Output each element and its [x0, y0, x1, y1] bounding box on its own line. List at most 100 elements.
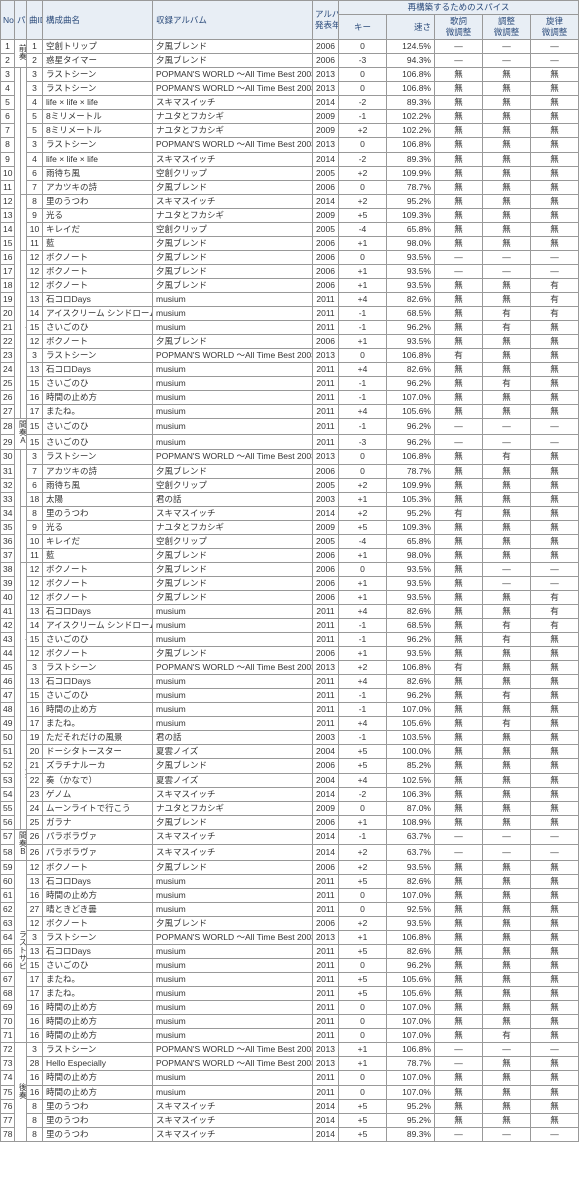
- table-row: 6615さいごのひmusium2011096.2%無無無: [1, 959, 579, 973]
- cell-speed: 95.2%: [387, 1099, 435, 1113]
- cell-sp1: 無: [435, 534, 483, 548]
- cell-no: 39: [1, 576, 15, 590]
- cell-album: musium: [153, 902, 313, 916]
- cell-year: 2006: [313, 548, 339, 562]
- cell-songid: 3: [27, 931, 43, 945]
- cell-speed: 82.6%: [387, 874, 435, 888]
- table-row: 28間奏A15さいごのひmusium2011-196.2%―――: [1, 419, 579, 435]
- cell-songid: 11: [27, 236, 43, 250]
- cell-sp1: 無: [435, 759, 483, 773]
- cell-year: 2013: [313, 349, 339, 363]
- cell-sp3: 無: [531, 363, 579, 377]
- cell-sp2: 無: [483, 1113, 531, 1127]
- table-row: 6717またね。musium2011+5105.6%無無無: [1, 973, 579, 987]
- cell-sp1: 無: [435, 464, 483, 478]
- cell-year: 2006: [313, 815, 339, 829]
- cell-album: 空創クリップ: [153, 166, 313, 180]
- cell-speed: 93.5%: [387, 264, 435, 278]
- cell-no: 63: [1, 916, 15, 930]
- cell-key: 0: [339, 888, 387, 902]
- cell-key: 0: [339, 250, 387, 264]
- cell-sp1: ―: [435, 1043, 483, 1057]
- cell-no: 22: [1, 335, 15, 349]
- table-row: 2115さいごのひmusium2011-196.2%無有無: [1, 321, 579, 335]
- cell-key: +2: [339, 166, 387, 180]
- cell-sp1: 無: [435, 562, 483, 576]
- cell-album: musium: [153, 619, 313, 633]
- cell-speed: 96.2%: [387, 959, 435, 973]
- cell-sp1: ―: [435, 829, 483, 845]
- cell-album: musium: [153, 604, 313, 618]
- cell-year: 2006: [313, 278, 339, 292]
- cell-songid: 13: [27, 945, 43, 959]
- cell-key: +5: [339, 1099, 387, 1113]
- cell-sp3: ―: [531, 562, 579, 576]
- cell-sp2: 無: [483, 661, 531, 675]
- cell-songname: life × life × life: [43, 152, 153, 166]
- cell-sp1: 無: [435, 152, 483, 166]
- cell-sp1: 無: [435, 391, 483, 405]
- cell-key: 0: [339, 902, 387, 916]
- cell-album: 君の話: [153, 731, 313, 745]
- cell-key: +5: [339, 208, 387, 222]
- cell-album: スキマスイッチ: [153, 1099, 313, 1113]
- cell-songid: 17: [27, 405, 43, 419]
- cell-key: -1: [339, 829, 387, 845]
- cell-sp3: 無: [531, 82, 579, 96]
- cell-songid: 10: [27, 222, 43, 236]
- cell-songname: アカツキの詩: [43, 180, 153, 194]
- cell-speed: 82.6%: [387, 945, 435, 959]
- cell-sp1: 無: [435, 82, 483, 96]
- cell-sp2: 有: [483, 717, 531, 731]
- cell-sp2: 無: [483, 335, 531, 349]
- cell-sp1: 無: [435, 689, 483, 703]
- cell-no: 9: [1, 152, 15, 166]
- cell-speed: 107.0%: [387, 391, 435, 405]
- cell-no: 25: [1, 377, 15, 391]
- cell-songname: 雨待ち風: [43, 478, 153, 492]
- cell-songname: 時間の止め方: [43, 703, 153, 717]
- cell-sp3: 無: [531, 166, 579, 180]
- table-row: 4214アイスクリーム シンドロームmusium2011-168.5%無有有: [1, 619, 579, 633]
- cell-sp3: 無: [531, 450, 579, 464]
- cell-songid: 8: [27, 194, 43, 208]
- cell-album: スキマスイッチ: [153, 96, 313, 110]
- cell-songid: 26: [27, 845, 43, 861]
- cell-no: 28: [1, 419, 15, 435]
- cell-sp3: ―: [531, 845, 579, 861]
- table-row: 758ミリメートルナユタとフカシギ2009+2102.2%無無無: [1, 124, 579, 138]
- cell-speed: 65.8%: [387, 534, 435, 548]
- cell-key: +5: [339, 520, 387, 534]
- cell-speed: 87.0%: [387, 801, 435, 815]
- cell-songid: 5: [27, 124, 43, 138]
- cell-songid: 12: [27, 264, 43, 278]
- cell-songid: 12: [27, 335, 43, 349]
- cell-sp1: 無: [435, 208, 483, 222]
- cell-year: 2014: [313, 1127, 339, 1141]
- cell-year: 2011: [313, 604, 339, 618]
- cell-sp1: 無: [435, 619, 483, 633]
- cell-speed: 68.5%: [387, 307, 435, 321]
- cell-songname: 藍: [43, 548, 153, 562]
- cell-sp3: 無: [531, 68, 579, 82]
- cell-year: 2011: [313, 1001, 339, 1015]
- cell-key: +5: [339, 874, 387, 888]
- cell-songid: 3: [27, 82, 43, 96]
- cell-songid: 3: [27, 661, 43, 675]
- cell-sp2: 無: [483, 1015, 531, 1029]
- cell-sp3: 無: [531, 1113, 579, 1127]
- cell-year: 2004: [313, 773, 339, 787]
- table-row: 7516時間の止め方musium20110107.0%無無無: [1, 1085, 579, 1099]
- cell-no: 68: [1, 987, 15, 1001]
- cell-no: 64: [1, 931, 15, 945]
- table-row: 1712ボクノート夕風ブレンド2006+193.5%―――: [1, 264, 579, 278]
- cell-sp3: 無: [531, 661, 579, 675]
- cell-album: スキマスイッチ: [153, 845, 313, 861]
- cell-speed: 109.3%: [387, 520, 435, 534]
- cell-songname: ガラナ: [43, 815, 153, 829]
- cell-album: 空創クリップ: [153, 478, 313, 492]
- cell-songname: 時間の止め方: [43, 1071, 153, 1085]
- cell-songname: 時間の止め方: [43, 1015, 153, 1029]
- cell-key: 0: [339, 82, 387, 96]
- cell-sp1: 無: [435, 888, 483, 902]
